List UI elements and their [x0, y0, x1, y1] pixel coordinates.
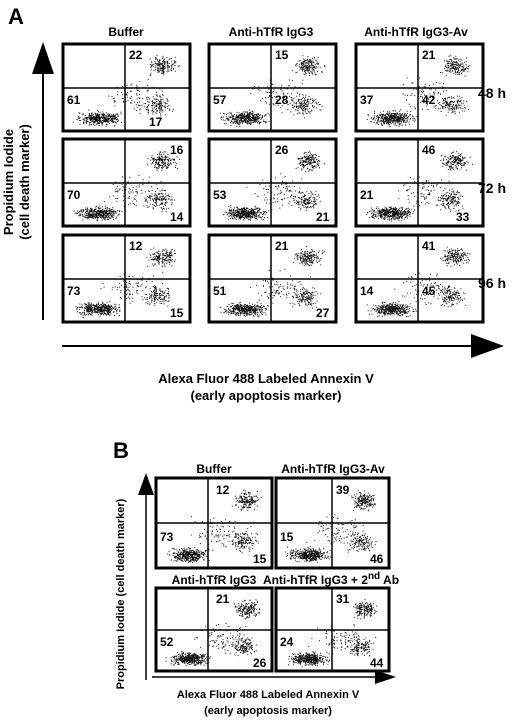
scatter-dots — [165, 599, 261, 666]
quadrant-lower-right: 15 — [253, 552, 267, 566]
panel-a-plot-96h-buffer: 12 73 15 — [61, 233, 192, 324]
panel-a-y-arrowhead — [32, 42, 54, 74]
scatter-dots — [220, 246, 325, 318]
panel-a-plot-96h-igg3: 21 51 27 — [207, 233, 338, 324]
scatter-dots — [284, 490, 377, 563]
quadrant-upper-right: 31 — [336, 592, 350, 606]
quadrant-upper-right: 12 — [129, 239, 143, 253]
quadrant-lower-right: 46 — [370, 552, 384, 566]
panel-a-plot-48h-buffer: 22 61 17 — [61, 42, 192, 133]
quadrant-upper-right: 21 — [275, 239, 289, 253]
quadrant-upper-left: 24 — [280, 635, 294, 649]
panel-b-plot-igg3-av: 39 15 46 — [274, 476, 391, 570]
quadrant-upper-right: 22 — [129, 48, 143, 62]
quadrant-lower-right: 14 — [170, 210, 184, 224]
quadrant-lower-right: 28 — [275, 93, 289, 107]
scatter-dots — [73, 151, 181, 222]
time-label-48h: 48 h — [478, 85, 506, 101]
quadrant-lower-right: 21 — [316, 210, 330, 224]
scatter-dots — [219, 55, 326, 127]
quadrant-upper-left: 70 — [67, 188, 81, 202]
quadrant-lower-right: 45 — [422, 284, 436, 298]
quadrant-upper-right: 21 — [216, 592, 230, 606]
panel-a-plot-72h-igg3-av: 46 21 33 — [354, 137, 485, 228]
time-label-96h: 96 h — [478, 275, 506, 291]
col-title-igg3: Anti-hTfR IgG3 — [229, 25, 314, 39]
quadrant-upper-right: 39 — [336, 483, 350, 497]
panel-a-plot-72h-igg3: 26 53 21 — [207, 137, 338, 228]
panel-a-plot-48h-igg3-av: 21 37 42 — [354, 42, 485, 133]
scatter-dots — [72, 55, 180, 127]
quadrant-lower-right: 15 — [170, 306, 184, 320]
b-title-buffer: Buffer — [196, 462, 232, 476]
quadrant-upper-left: 37 — [360, 93, 374, 107]
quadrant-lower-right: 26 — [253, 656, 267, 670]
panel-b-y-label: Propidium Iodide (cell death marker) — [115, 498, 127, 689]
quadrant-upper-right: 15 — [275, 48, 289, 62]
panel-b-x-arrowhead — [375, 670, 396, 684]
time-label-72h: 72 h — [478, 180, 506, 196]
quadrant-upper-left: 57 — [213, 93, 227, 107]
b-title-igg3: Anti-hTfR IgG3 — [172, 573, 257, 587]
panel-a-x-arrowhead — [471, 334, 504, 358]
quadrant-lower-right: 44 — [370, 656, 384, 670]
panel-a-letter: A — [8, 4, 24, 29]
quadrant-lower-right: 27 — [316, 306, 330, 320]
quadrant-upper-left: 73 — [160, 530, 174, 544]
quadrant-lower-right: 42 — [422, 93, 436, 107]
quadrant-upper-left: 15 — [280, 530, 294, 544]
panel-b-plot-buffer: 12 73 15 — [154, 476, 274, 570]
panel-a-y-label-1: Propidium Iodide — [1, 129, 16, 235]
scatter-dots — [223, 151, 326, 221]
quadrant-upper-right: 21 — [422, 48, 436, 62]
panel-a-plot-48h-igg3: 15 57 28 — [207, 42, 338, 133]
quadrant-upper-left: 53 — [213, 188, 227, 202]
panel-a-x-label-1: Alexa Fluor 488 Labeled Annexin V — [158, 371, 374, 386]
scatter-dots — [366, 246, 471, 318]
quadrant-upper-right: 41 — [422, 239, 436, 253]
quadrant-upper-left: 14 — [360, 284, 374, 298]
quadrant-upper-left: 21 — [360, 188, 374, 202]
panel-b-plot-igg3: 21 52 26 — [154, 586, 274, 673]
quadrant-lower-right: 33 — [456, 210, 470, 224]
panel-b-plot-igg3-2nd-ab: 31 24 44 — [274, 586, 391, 673]
panel-b-y-arrowhead — [138, 473, 154, 495]
quadrant-lower-right: 17 — [149, 115, 163, 129]
col-title-igg3-av: Anti-hTfR IgG3-Av — [364, 25, 468, 39]
panel-b-letter: B — [113, 438, 129, 463]
col-title-buffer: Buffer — [108, 25, 144, 39]
b-title-igg3-2nd-ab: Anti-hTfR IgG3 + 2nd Ab — [263, 571, 399, 587]
quadrant-upper-right: 46 — [422, 143, 436, 157]
panel-a-y-label-2: (cell death marker) — [17, 124, 32, 240]
panel-b-x-label-2: (early apoptosis marker) — [204, 705, 332, 717]
panel-a-plot-72h-buffer: 16 70 14 — [61, 137, 192, 228]
quadrant-upper-right: 16 — [170, 143, 184, 157]
scatter-dots — [167, 489, 262, 563]
scatter-dots — [366, 151, 473, 222]
quadrant-upper-left: 61 — [67, 93, 81, 107]
quadrant-upper-left: 73 — [67, 284, 81, 298]
panel-a-x-label-2: (early apoptosis marker) — [190, 388, 341, 403]
quadrant-upper-right: 12 — [216, 483, 230, 497]
quadrant-upper-left: 51 — [213, 284, 227, 298]
b-title-igg3-av: Anti-hTfR IgG3-Av — [281, 462, 385, 476]
quadrant-upper-right: 26 — [275, 143, 289, 157]
panel-a-plot-96h-igg3-av: 41 14 45 — [354, 233, 485, 324]
quadrant-upper-left: 52 — [160, 635, 174, 649]
panel-b-x-label-1: Alexa Fluor 488 Labeled Annexin V — [177, 689, 360, 701]
